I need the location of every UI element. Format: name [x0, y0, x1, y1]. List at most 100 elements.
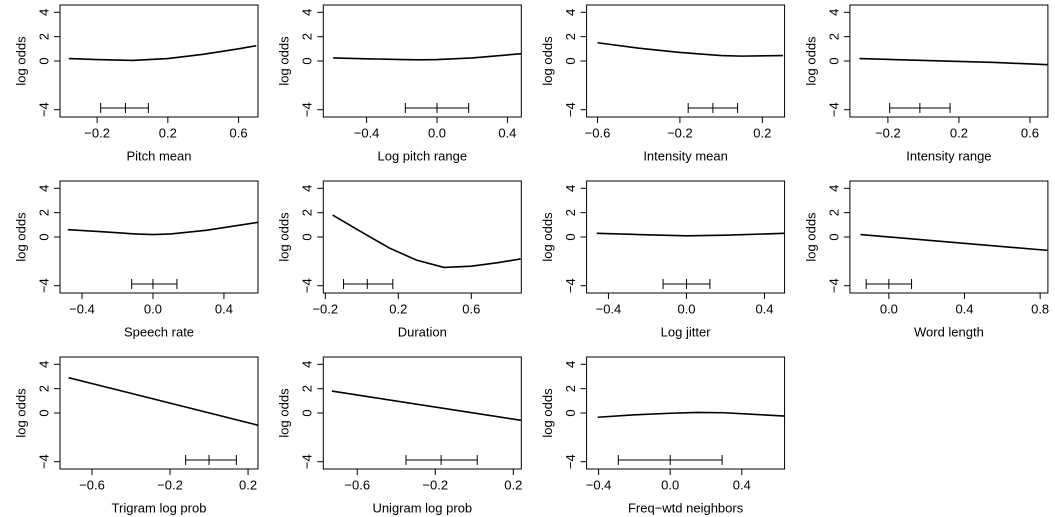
y-tick-label: −4 [300, 102, 315, 117]
plot-frame [586, 180, 786, 294]
y-axis-label: log odds [803, 36, 818, 86]
plot-frame [586, 4, 786, 118]
y-tick-label: 4 [563, 361, 578, 368]
x-axis-label: Word length [914, 324, 984, 339]
panel: −4 0 2 4 −0.2 0.2 0.6 Pitch mean log odds [13, 4, 259, 163]
x-tick-label: 0.6 [1021, 125, 1039, 140]
y-tick-label: 2 [36, 33, 51, 40]
x-axis-label: Freq−wtd neighbors [628, 500, 744, 515]
x-tick-label: 0.2 [950, 125, 968, 140]
y-axis-label: log odds [13, 212, 28, 262]
data-line [597, 41, 783, 57]
x-tick-label: 0.6 [462, 301, 480, 316]
x-tick-label: −0.2 [875, 125, 901, 140]
y-axis-label: log odds [540, 212, 555, 262]
y-tick-label: 0 [826, 57, 841, 64]
x-axis-label: Trigram log prob [112, 500, 207, 515]
data-line [333, 52, 522, 61]
y-tick-label: 4 [826, 185, 841, 192]
y-tick-label: 4 [300, 185, 315, 192]
y-tick-label: 2 [300, 209, 315, 216]
panel: −4 0 2 4 −0.6 −0.2 0.2 Trigram log prob log odds [13, 356, 259, 515]
x-tick-label: −0.6 [585, 125, 611, 140]
y-tick-label: 0 [300, 409, 315, 416]
panel: −4 0 2 4 −0.6 −0.2 0.2 Unigram log prob log odds [277, 356, 522, 515]
data-line [860, 233, 1048, 252]
x-tick-label: 0.0 [677, 301, 695, 316]
data-line [68, 376, 258, 426]
y-tick-label: −4 [826, 102, 841, 117]
x-tick-label: 0.2 [504, 477, 522, 492]
x-tick-label: 0.2 [389, 301, 407, 316]
x-tick-label: −0.2 [667, 125, 693, 140]
y-axis-label: log odds [13, 388, 28, 438]
y-tick-label: 4 [300, 361, 315, 368]
data-line [597, 411, 785, 419]
plot-frame [322, 180, 522, 294]
x-tick-label: 0.4 [955, 301, 973, 316]
x-axis-label: Intensity mean [643, 148, 728, 163]
x-tick-label: −0.6 [344, 477, 370, 492]
x-tick-label: −0.4 [586, 477, 612, 492]
y-tick-label: 4 [300, 9, 315, 16]
y-tick-label: −4 [36, 454, 51, 469]
y-axis-label: log odds [277, 388, 292, 438]
x-tick-label: −0.2 [157, 477, 183, 492]
y-axis-label: log odds [803, 212, 818, 262]
x-axis-label: Log pitch range [377, 148, 467, 163]
y-tick-label: −4 [563, 278, 578, 293]
plot-frame [849, 180, 1049, 294]
x-tick-label: 0.6 [230, 125, 248, 140]
plot-frame [59, 180, 259, 294]
y-tick-label: 0 [36, 409, 51, 416]
x-tick-label: 0.2 [159, 125, 177, 140]
x-tick-label: 0.2 [753, 125, 771, 140]
x-axis-label: Pitch mean [126, 148, 191, 163]
x-axis-label: Duration [398, 324, 447, 339]
y-axis-label: log odds [540, 36, 555, 86]
x-tick-label: −0.4 [69, 301, 95, 316]
y-tick-label: 2 [300, 33, 315, 40]
y-tick-label: 2 [826, 209, 841, 216]
y-tick-label: 2 [563, 33, 578, 40]
panel: −4 0 2 4 0.0 0.4 0.8 Word length log odds [803, 180, 1049, 339]
x-axis-label: Speech rate [124, 324, 194, 339]
y-tick-label: 0 [36, 233, 51, 240]
y-tick-label: −4 [36, 102, 51, 117]
data-line [332, 214, 521, 269]
panel: −4 0 2 4 −0.4 0.0 0.4 Freq−wtd neighbors log odd… [540, 356, 786, 515]
y-tick-label: 0 [563, 57, 578, 64]
plot-frame [59, 356, 259, 470]
x-tick-label: 0.0 [428, 125, 446, 140]
data-line [859, 57, 1048, 66]
y-tick-label: 4 [36, 185, 51, 192]
y-tick-label: 0 [826, 233, 841, 240]
y-axis-label: log odds [13, 36, 28, 86]
y-tick-label: 4 [36, 361, 51, 368]
plot-frame [322, 4, 522, 118]
data-line [67, 221, 258, 236]
y-tick-label: 2 [36, 385, 51, 392]
x-axis-label: Intensity range [906, 148, 991, 163]
y-tick-label: −4 [300, 454, 315, 469]
x-tick-label: 0.0 [661, 477, 679, 492]
y-tick-label: 4 [563, 9, 578, 16]
y-tick-label: 0 [36, 57, 51, 64]
y-tick-label: 4 [826, 9, 841, 16]
x-tick-label: 0.4 [733, 477, 751, 492]
y-tick-label: −4 [563, 102, 578, 117]
x-tick-label: −0.4 [354, 125, 380, 140]
y-tick-label: 2 [36, 209, 51, 216]
y-tick-label: 4 [563, 185, 578, 192]
y-tick-label: 2 [826, 33, 841, 40]
data-line [596, 232, 785, 237]
x-tick-label: 0.8 [1031, 301, 1049, 316]
plot-frame [322, 356, 522, 470]
y-tick-label: 2 [300, 385, 315, 392]
y-tick-label: −4 [36, 278, 51, 293]
x-tick-label: 0.4 [755, 301, 773, 316]
x-tick-label: −0.2 [84, 125, 110, 140]
y-axis-label: log odds [277, 36, 292, 86]
x-tick-label: −0.2 [312, 301, 338, 316]
